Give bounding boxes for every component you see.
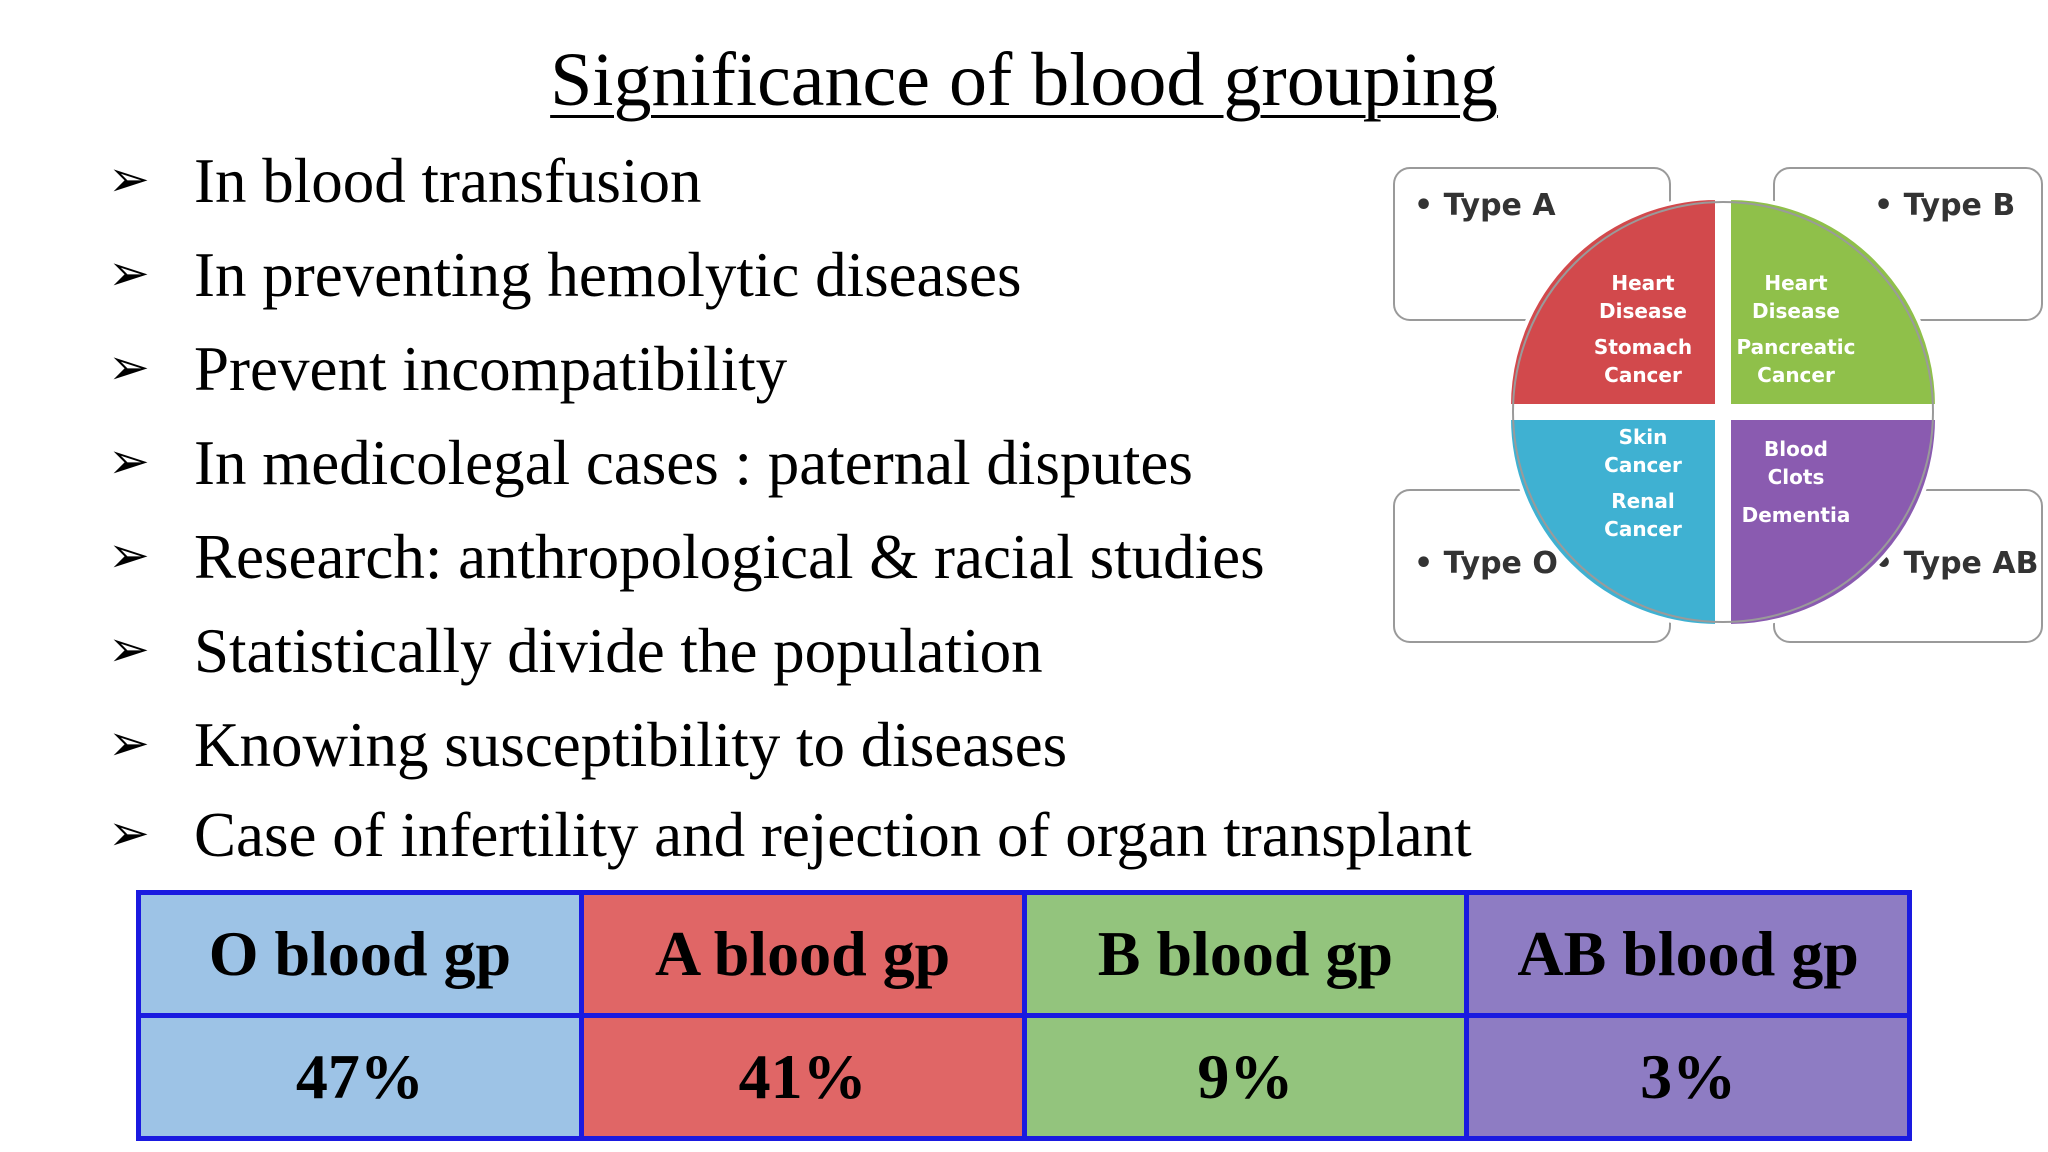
diagram-svg: • Type A • Type B • Type O • Type AB Hea… [1393,167,2043,643]
type-a-label: • Type A [1414,188,1556,223]
type-b-label: • Type B [1874,188,2015,223]
quadrant-ab-line: Clots [1768,465,1825,489]
quadrant-o-line: Cancer [1604,453,1682,477]
blood-type-disease-diagram: • Type A • Type B • Type O • Type AB Hea… [1390,160,2046,650]
table-cell: 41% [578,1013,1027,1141]
quadrant-o-line: Renal [1611,489,1675,513]
diagram-ring [1512,201,1934,623]
arrow-bullet-icon: ➢ [108,150,150,208]
bullet-text: Research: anthropological & racial studi… [194,522,1265,592]
quadrant-b-line: Pancreatic [1737,335,1856,359]
bullet-text: In medicolegal cases : paternal disputes [194,428,1193,498]
table-header-cell: AB blood gp [1464,890,1912,1018]
quadrant-b-line: Heart [1764,271,1828,295]
bullet-text: In preventing hemolytic diseases [194,240,1022,310]
quadrant-type-a [1506,195,1719,408]
quadrant-a-line: Stomach [1594,335,1692,359]
arrow-bullet-icon: ➢ [108,338,150,396]
slide-title-text: Significance of blood grouping [550,38,1498,122]
table-header-cell: B blood gp [1021,890,1470,1018]
type-o-label: • Type O [1414,546,1558,581]
slide-title: Significance of blood grouping [0,42,2048,118]
quadrant-a-line: Heart [1611,271,1675,295]
arrow-bullet-icon: ➢ [108,432,150,490]
blood-group-table: O blood gp A blood gp B blood gp AB bloo… [136,890,1912,1141]
quadrant-b-line: Disease [1752,299,1840,323]
arrow-bullet-icon: ➢ [108,804,150,862]
bullet-text: Knowing susceptibility to diseases [194,710,1068,780]
bullet-text: Case of infertility and rejection of org… [194,800,1472,870]
quadrant-b-line: Cancer [1757,363,1835,387]
quadrant-ab-line: Blood [1764,437,1828,461]
quadrant-o-line: Cancer [1604,517,1682,541]
bullet-text: Statistically divide the population [194,616,1043,686]
bullet-text: Prevent incompatibility [194,334,788,404]
arrow-bullet-icon: ➢ [108,714,150,772]
quadrant-a-line: Disease [1599,299,1687,323]
table-header-cell: O blood gp [136,890,584,1018]
quadrant-a-line: Cancer [1604,363,1682,387]
quadrant-ab-line: Dementia [1742,503,1851,527]
quadrant-type-ab [1727,416,1940,629]
arrow-bullet-icon: ➢ [108,526,150,584]
table-cell: 47% [136,1013,584,1141]
quadrant-type-o [1506,416,1719,629]
bullet-text: In blood transfusion [194,146,702,216]
arrow-bullet-icon: ➢ [108,244,150,302]
table-header-row: O blood gp A blood gp B blood gp AB bloo… [136,890,1912,1018]
table-row: 47% 41% 9% 3% [136,1013,1912,1141]
table-cell: 3% [1464,1013,1912,1141]
arrow-bullet-icon: ➢ [108,620,150,678]
quadrant-o-line: Skin [1619,425,1668,449]
quadrant-type-b [1727,195,1940,408]
table-cell: 9% [1021,1013,1470,1141]
table-header-cell: A blood gp [578,890,1027,1018]
type-ab-label: • Type AB [1874,546,2038,581]
